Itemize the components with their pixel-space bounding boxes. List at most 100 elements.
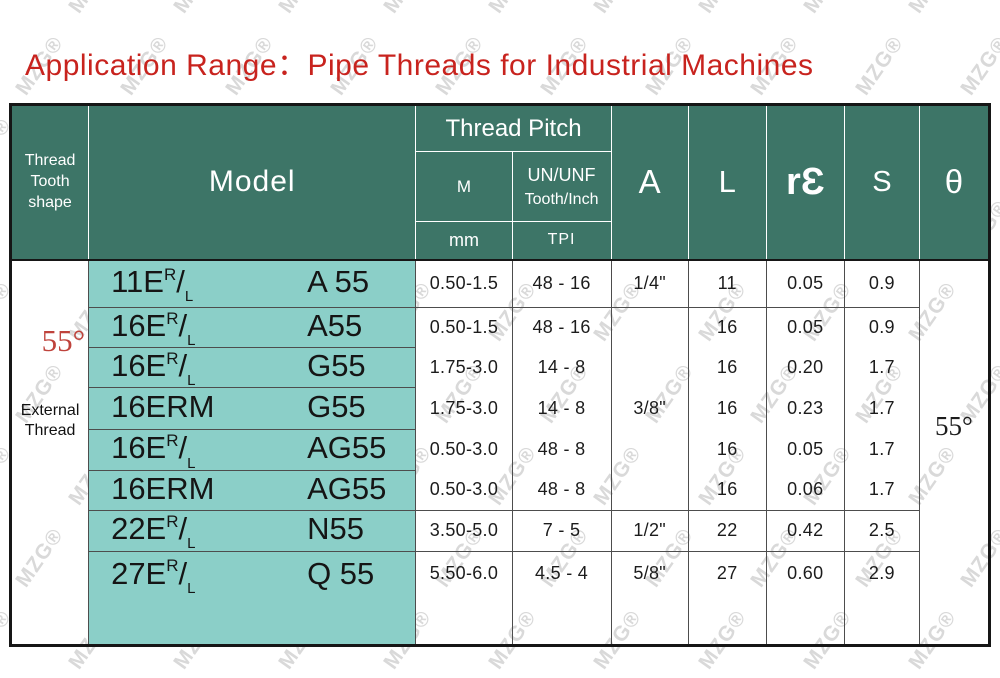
header-thread-tooth-shape: Thread Tooth shape: [9, 104, 90, 261]
tpi-value: 4.5 - 4: [511, 551, 612, 646]
tpi-value: 7 - 5: [511, 510, 612, 552]
header-row-1: Thread Tooth shape Model Thread Pitch A …: [9, 104, 991, 261]
model-slash: /: [178, 308, 188, 343]
l-value: 11: [687, 259, 767, 308]
model-cell: 16ER/L AG55: [88, 429, 417, 472]
m-value: 1.75-3.0: [415, 347, 513, 388]
header-model: Model: [88, 104, 417, 261]
model-slash: /: [178, 348, 188, 384]
model-sub: L: [187, 454, 196, 472]
header-a: A: [610, 104, 689, 261]
watermark-text: MZG®: [0, 0, 17, 18]
table-row: 22ER/L N55 3.50-5.0 7 - 5 1/2" 22 0.42 2.…: [11, 510, 990, 553]
header-m: M: [415, 151, 513, 222]
header-thread-pitch: Thread Pitch: [415, 104, 612, 152]
header-l: L: [687, 104, 767, 261]
s-value: 1.7: [843, 470, 920, 511]
tpi-value: 48 - 8: [511, 470, 612, 511]
model-prefix: 22E: [111, 511, 167, 547]
model-prefix: 16ERM: [111, 470, 215, 506]
model-suffix: Q 55: [307, 555, 375, 591]
thread-shape-cell: 55° External Thread: [9, 259, 90, 646]
s-value: 1.7: [843, 347, 920, 388]
header-s: S: [843, 104, 920, 261]
model-cell: 16ER/L A55: [88, 307, 417, 349]
m-value: 5.50-6.0: [415, 551, 513, 646]
thread-angle-value: 55°: [41, 322, 86, 358]
re-value: 0.05: [765, 429, 845, 471]
watermark-text: MZG®: [64, 0, 122, 18]
header-un-unf-line1: UN/UNF: [527, 164, 596, 185]
re-value: 0.20: [765, 347, 845, 388]
re-value: 0.60: [765, 551, 845, 646]
watermark-text: MZG®: [484, 0, 542, 18]
table-row: 16ER/L A55 0.50-1.5 48 - 16 3/8" 16 0.05 …: [11, 307, 990, 511]
m-value: 0.50-3.0: [415, 429, 513, 471]
watermark-text: MZG®: [851, 32, 909, 100]
header-row-3: mm TPI: [11, 221, 990, 261]
model-suffix: A55: [307, 308, 363, 343]
s-value: 1.7: [843, 429, 920, 471]
m-value: 0.50-1.5: [415, 259, 513, 308]
model-suffix: G55: [307, 348, 366, 384]
theta-value-cell: 55°: [918, 259, 991, 646]
l-value: 16: [687, 470, 767, 511]
a-value: 5/8": [610, 551, 689, 646]
s-value: 0.9: [843, 307, 920, 348]
table-row: 16ER/L G55 1.75-3.0 14 - 8 16 0.20 1.7: [11, 347, 990, 390]
model-slash: /: [178, 555, 188, 591]
watermark-text: MZG®: [694, 0, 752, 18]
model-cell: 16ERM AG55: [88, 470, 417, 511]
external-thread-label: External Thread: [20, 401, 80, 439]
model-prefix: 16ERM: [111, 389, 215, 425]
header-un-unf: UN/UNF Tooth/Inch: [511, 151, 612, 222]
model-sup: R: [166, 431, 179, 451]
table-row: 27ER/L Q 55 5.50-6.0 4.5 - 4 5/8" 27 0.60…: [11, 551, 990, 646]
l-value: 16: [687, 387, 767, 430]
table-row: 16ERM AG55 0.50-3.0 48 - 8 16 0.06 1.7: [11, 470, 990, 511]
re-value: 0.23: [765, 387, 845, 430]
model-cell: 16ERM G55: [88, 387, 417, 431]
table-row: 16ER/L AG55 0.50-3.0 48 - 8 16 0.05 1.7: [11, 429, 990, 472]
table-body: 55° External Thread 11ER/L A 55 0.50-1.5 …: [9, 259, 991, 646]
header-r-epsilon: rƐ: [765, 104, 845, 261]
m-value: 0.50-1.5: [415, 307, 513, 348]
model-cell: 22ER/L N55: [88, 510, 417, 553]
re-value: 0.05: [765, 259, 845, 308]
model-suffix: A 55: [307, 264, 370, 300]
theta-angle-value: 55°: [935, 410, 973, 441]
model-suffix: G55: [307, 389, 366, 425]
table-header: Thread Tooth shape Model Thread Pitch A …: [9, 104, 991, 261]
l-value: 16: [687, 307, 767, 348]
model-suffix: AG55: [307, 430, 387, 466]
watermark-text: MZG®: [274, 0, 332, 18]
header-theta: θ: [918, 104, 991, 261]
model-suffix: AG55: [307, 470, 387, 506]
re-value: 0.42: [765, 510, 845, 552]
watermark-text: MZG®: [589, 0, 647, 18]
header-row-2: M UN/UNF Tooth/Inch: [11, 151, 990, 222]
model-sub: L: [187, 535, 196, 553]
header-mm: mm: [415, 221, 513, 261]
header-tpi: TPI: [511, 221, 612, 261]
model-sub: L: [187, 372, 196, 390]
model-cell: 16ER/L G55: [88, 347, 417, 390]
a-value-merged: 3/8": [610, 307, 689, 511]
tpi-value: 14 - 8: [511, 347, 612, 388]
model-cell: 11ER/L A 55: [88, 259, 417, 308]
model-prefix: 16E: [111, 308, 167, 343]
s-value: 2.5: [843, 510, 920, 552]
m-value: 3.50-5.0: [415, 510, 513, 552]
table-row: 55° External Thread 11ER/L A 55 0.50-1.5 …: [9, 259, 991, 646]
re-value: 0.05: [765, 307, 845, 348]
s-value: 2.9: [843, 551, 920, 646]
tpi-value: 48 - 8: [511, 429, 612, 471]
model-cell: 27ER/L Q 55: [88, 551, 417, 646]
model-slash: /: [176, 264, 185, 300]
model-sup: R: [166, 511, 179, 531]
a-value: 1/4": [610, 259, 689, 308]
model-prefix: 11E: [111, 264, 164, 300]
a-value: 1/2": [610, 510, 689, 552]
watermark-text: MZG®: [799, 0, 857, 18]
tpi-value: 14 - 8: [511, 387, 612, 430]
